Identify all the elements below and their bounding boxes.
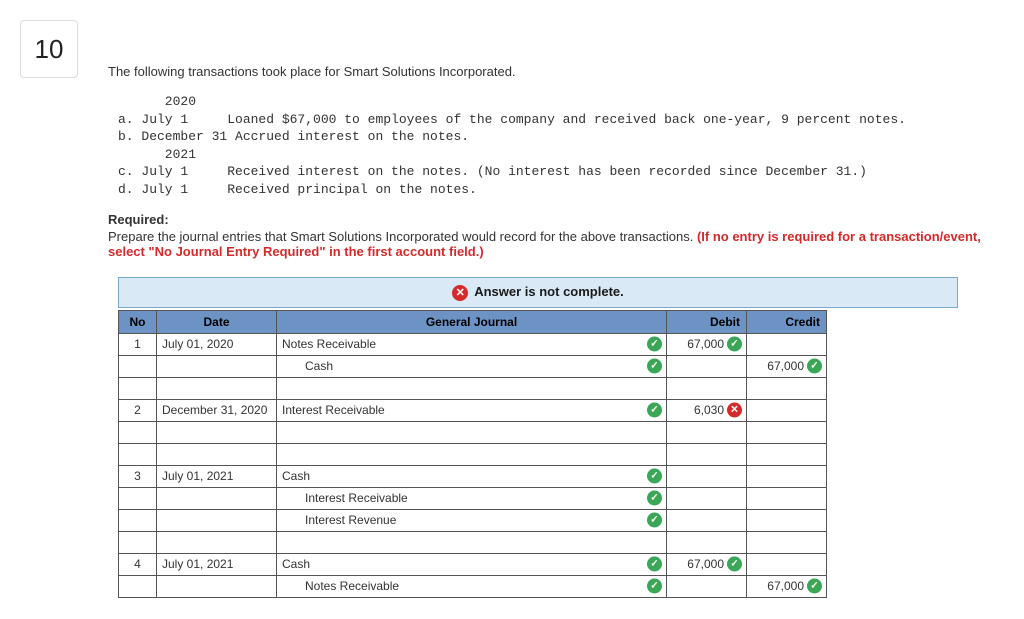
- cell-no: 4: [119, 553, 157, 575]
- cell-account[interactable]: Cash✓: [277, 553, 667, 575]
- cell-account[interactable]: Interest Revenue✓: [277, 509, 667, 531]
- cell-date[interactable]: [157, 421, 277, 443]
- x-icon: ✕: [452, 285, 468, 301]
- cell-account[interactable]: Notes Receivable✓: [277, 333, 667, 355]
- cell-date[interactable]: July 01, 2021: [157, 465, 277, 487]
- question-number-box: 10: [20, 20, 78, 78]
- cell-account[interactable]: Interest Receivable✓: [277, 487, 667, 509]
- cell-date[interactable]: [157, 509, 277, 531]
- check-icon: ✓: [647, 403, 662, 418]
- table-header-row: No Date General Journal Debit Credit: [119, 310, 827, 333]
- cell-date[interactable]: December 31, 2020: [157, 399, 277, 421]
- table-row: 3July 01, 2021Cash✓: [119, 465, 827, 487]
- answer-status-banner: ✕ Answer is not complete.: [118, 277, 958, 308]
- check-icon: ✓: [727, 557, 742, 572]
- cell-credit[interactable]: 67,000✓: [747, 575, 827, 597]
- cell-debit[interactable]: 67,000✓: [667, 333, 747, 355]
- cell-no: 1: [119, 333, 157, 355]
- table-row: Interest Revenue✓: [119, 509, 827, 531]
- cell-date[interactable]: [157, 487, 277, 509]
- cell-credit[interactable]: [747, 465, 827, 487]
- check-icon: ✓: [807, 579, 822, 594]
- table-row: Notes Receivable✓ 67,000✓: [119, 575, 827, 597]
- cell-no: [119, 421, 157, 443]
- question-number: 10: [35, 34, 64, 65]
- table-row: Cash✓ 67,000✓: [119, 355, 827, 377]
- cell-credit[interactable]: [747, 553, 827, 575]
- cell-debit[interactable]: [667, 465, 747, 487]
- cell-debit[interactable]: [667, 487, 747, 509]
- cell-credit[interactable]: [747, 333, 827, 355]
- cell-no: [119, 509, 157, 531]
- check-icon: ✓: [647, 337, 662, 352]
- cell-debit[interactable]: 6,030✕: [667, 399, 747, 421]
- cell-account[interactable]: Cash✓: [277, 465, 667, 487]
- table-row: [119, 421, 827, 443]
- required-label: Required:: [108, 212, 1004, 227]
- x-icon: ✕: [727, 403, 742, 418]
- cell-date[interactable]: [157, 575, 277, 597]
- check-icon: ✓: [647, 359, 662, 374]
- col-header-debit: Debit: [667, 310, 747, 333]
- cell-account[interactable]: Notes Receivable✓: [277, 575, 667, 597]
- cell-account[interactable]: Cash✓: [277, 355, 667, 377]
- required-text: Prepare the journal entries that Smart S…: [108, 229, 1004, 259]
- required-text-plain: Prepare the journal entries that Smart S…: [108, 229, 697, 244]
- cell-date[interactable]: [157, 355, 277, 377]
- check-icon: ✓: [807, 359, 822, 374]
- cell-credit[interactable]: [747, 421, 827, 443]
- cell-account[interactable]: Interest Receivable✓: [277, 399, 667, 421]
- check-icon: ✓: [647, 513, 662, 528]
- intro-text: The following transactions took place fo…: [108, 64, 1004, 79]
- table-row: 1July 01, 2020Notes Receivable✓67,000✓: [119, 333, 827, 355]
- question-content: The following transactions took place fo…: [108, 20, 1004, 598]
- cell-credit[interactable]: 67,000✓: [747, 355, 827, 377]
- check-icon: ✓: [647, 469, 662, 484]
- cell-no: [119, 487, 157, 509]
- cell-debit[interactable]: [667, 421, 747, 443]
- table-row: Interest Receivable✓: [119, 487, 827, 509]
- table-row: 4July 01, 2021Cash✓67,000✓: [119, 553, 827, 575]
- cell-credit[interactable]: [747, 487, 827, 509]
- cell-no: [119, 575, 157, 597]
- check-icon: ✓: [647, 579, 662, 594]
- cell-debit[interactable]: [667, 575, 747, 597]
- transactions-block: 2020 a. July 1 Loaned $67,000 to employe…: [118, 93, 1004, 198]
- check-icon: ✓: [647, 557, 662, 572]
- cell-credit[interactable]: [747, 399, 827, 421]
- cell-credit[interactable]: [747, 509, 827, 531]
- cell-account[interactable]: [277, 421, 667, 443]
- cell-date[interactable]: July 01, 2020: [157, 333, 277, 355]
- col-header-no: No: [119, 310, 157, 333]
- check-icon: ✓: [647, 491, 662, 506]
- cell-no: 3: [119, 465, 157, 487]
- separator-row: [119, 443, 827, 465]
- check-icon: ✓: [727, 337, 742, 352]
- banner-text: Answer is not complete.: [474, 284, 624, 299]
- separator-row: [119, 377, 827, 399]
- col-header-gj: General Journal: [277, 310, 667, 333]
- table-row: 2December 31, 2020Interest Receivable✓6,…: [119, 399, 827, 421]
- cell-debit[interactable]: [667, 509, 747, 531]
- cell-no: 2: [119, 399, 157, 421]
- journal-table: No Date General Journal Debit Credit 1Ju…: [118, 310, 827, 598]
- col-header-date: Date: [157, 310, 277, 333]
- cell-no: [119, 355, 157, 377]
- cell-debit[interactable]: 67,000✓: [667, 553, 747, 575]
- separator-row: [119, 531, 827, 553]
- col-header-credit: Credit: [747, 310, 827, 333]
- cell-date[interactable]: July 01, 2021: [157, 553, 277, 575]
- cell-debit[interactable]: [667, 355, 747, 377]
